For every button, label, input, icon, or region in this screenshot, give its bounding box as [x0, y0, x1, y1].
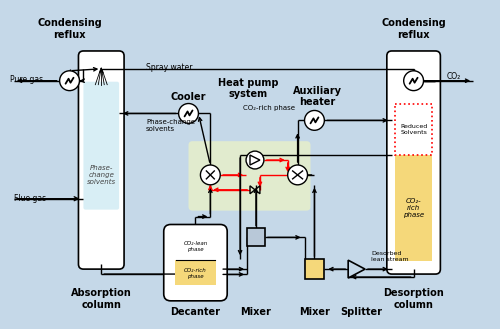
Text: CO₂-lean
phase: CO₂-lean phase	[184, 241, 208, 252]
Bar	[395, 104, 432, 155]
Text: Cooler: Cooler	[171, 91, 206, 102]
Text: Heat pump
system: Heat pump system	[218, 78, 278, 99]
Text: Pure gas: Pure gas	[10, 75, 43, 84]
Text: CO₂: CO₂	[446, 72, 460, 81]
Circle shape	[60, 71, 80, 90]
Circle shape	[178, 104, 199, 123]
Text: Desorption
column: Desorption column	[383, 288, 444, 310]
Bar	[395, 155, 432, 261]
Bar	[247, 228, 265, 246]
Text: Absorption
column: Absorption column	[71, 288, 132, 310]
Text: Mixer: Mixer	[240, 307, 272, 317]
Text: Desorbed
lean stream: Desorbed lean stream	[371, 251, 408, 262]
Bar	[174, 260, 216, 285]
Text: Mixer: Mixer	[299, 307, 330, 317]
Circle shape	[246, 151, 264, 169]
Text: Decanter: Decanter	[170, 307, 220, 317]
Circle shape	[304, 111, 324, 130]
Bar	[304, 259, 324, 279]
FancyBboxPatch shape	[78, 51, 124, 269]
Text: Flue gas: Flue gas	[14, 194, 46, 203]
FancyBboxPatch shape	[84, 82, 119, 210]
Text: Condensing
reflux: Condensing reflux	[37, 18, 102, 40]
FancyBboxPatch shape	[387, 51, 440, 274]
Text: Phase-change
solvents: Phase-change solvents	[146, 119, 195, 132]
Text: Spray water: Spray water	[146, 63, 192, 72]
Circle shape	[200, 165, 220, 185]
Text: Phase-
change
solvents: Phase- change solvents	[86, 165, 116, 185]
Text: CO₂-
rich
phase: CO₂- rich phase	[403, 198, 424, 218]
Text: CO₂-rich
phase: CO₂-rich phase	[184, 268, 207, 279]
FancyBboxPatch shape	[188, 141, 310, 211]
FancyBboxPatch shape	[164, 224, 227, 301]
Text: CO₂-rich phase: CO₂-rich phase	[243, 106, 295, 112]
Circle shape	[288, 165, 308, 185]
Text: Reduced
Solvents: Reduced Solvents	[400, 124, 427, 135]
Circle shape	[404, 71, 423, 90]
Text: Condensing
reflux: Condensing reflux	[381, 18, 446, 40]
Text: Auxiliary
heater: Auxiliary heater	[293, 86, 342, 107]
Text: Splitter: Splitter	[340, 307, 382, 317]
